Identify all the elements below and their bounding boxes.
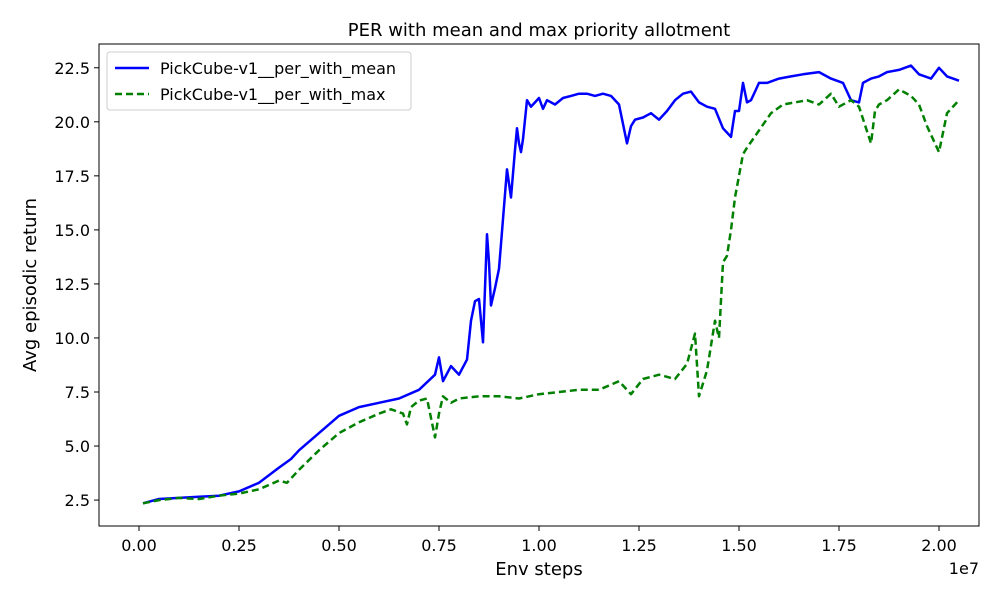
x-tick-label: 0.25 bbox=[221, 536, 257, 555]
x-tick-label: 2.00 bbox=[921, 536, 957, 555]
x-tick-label: 1.25 bbox=[621, 536, 657, 555]
y-axis: 2.5 5.0 7.5 10.0 12.5 15.0 17.5 20.0 22.5 bbox=[54, 59, 99, 510]
series-line-0 bbox=[142, 64, 960, 505]
x-axis-label: Env steps bbox=[495, 559, 582, 580]
y-tick-label: 22.5 bbox=[54, 59, 90, 78]
series-line-1 bbox=[142, 88, 960, 505]
legend: PickCube-v1__per_with_mean PickCube-v1__… bbox=[106, 51, 412, 111]
legend-label-max: PickCube-v1__per_with_max bbox=[160, 85, 386, 105]
y-axis-label: Avg episodic return bbox=[20, 198, 41, 372]
y-tick-label: 12.5 bbox=[54, 275, 90, 294]
x-tick-label: 1.75 bbox=[821, 536, 857, 555]
x-tick-label: 1.50 bbox=[721, 536, 757, 555]
y-tick-label: 10.0 bbox=[54, 329, 90, 348]
legend-box bbox=[106, 51, 412, 111]
y-tick-label: 5.0 bbox=[65, 437, 90, 456]
y-tick-label: 17.5 bbox=[54, 167, 90, 186]
chart-title: PER with mean and max priority allotment bbox=[348, 20, 731, 41]
y-tick-label: 2.5 bbox=[65, 491, 90, 510]
plot-frame bbox=[98, 43, 980, 527]
y-tick-label: 15.0 bbox=[54, 221, 90, 240]
legend-label-mean: PickCube-v1__per_with_mean bbox=[160, 59, 396, 79]
y-tick-label: 20.0 bbox=[54, 113, 90, 132]
x-axis-multiplier: 1e7 bbox=[949, 559, 979, 578]
x-axis: 0.00 0.25 0.50 0.75 1.00 1.25 1.50 1.75 2.00 bbox=[121, 526, 957, 555]
x-tick-label: 1.00 bbox=[521, 536, 557, 555]
x-tick-label: 0.00 bbox=[121, 536, 157, 555]
y-tick-label: 7.5 bbox=[65, 383, 90, 402]
x-tick-label: 0.50 bbox=[321, 536, 357, 555]
x-tick-label: 0.75 bbox=[421, 536, 457, 555]
plot-series-group bbox=[142, 64, 960, 505]
